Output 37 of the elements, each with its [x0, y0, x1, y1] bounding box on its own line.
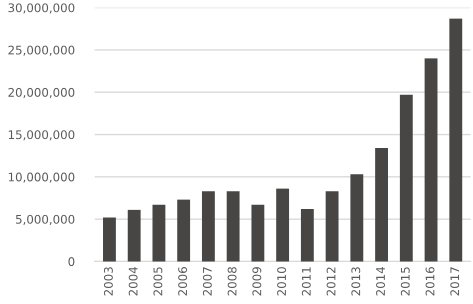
bar — [350, 174, 364, 262]
y-tick-label: 10,000,000 — [8, 172, 74, 183]
bar — [300, 208, 314, 262]
y-tick-label: 25,000,000 — [8, 46, 74, 56]
bar — [226, 191, 240, 262]
y-tick-label: 30,000,000 — [8, 3, 74, 14]
bar — [375, 148, 388, 262]
y-tick-label: 5,000,000 — [16, 214, 74, 225]
bar — [326, 191, 339, 262]
bar — [449, 18, 462, 262]
bar — [103, 217, 116, 262]
x-tick-label: 2008 — [228, 267, 237, 296]
bar — [276, 188, 290, 262]
bar — [152, 204, 166, 262]
x-tick-label: 2003 — [104, 267, 113, 296]
x-tick-label: 2011 — [302, 267, 311, 296]
x-tick-label: 2007 — [202, 267, 212, 296]
bar — [202, 191, 215, 262]
y-tick-label: 20,000,000 — [8, 88, 74, 98]
x-tick-label: 2004 — [128, 266, 138, 296]
x-tick-label: 2014 — [376, 266, 385, 296]
bar — [177, 200, 190, 262]
x-tick-label: 2015 — [400, 267, 410, 296]
x-tick-label: 2009 — [252, 267, 262, 296]
bar — [128, 210, 141, 262]
bar — [251, 204, 264, 262]
bar — [424, 58, 438, 262]
x-tick-label: 2012 — [326, 267, 336, 296]
x-tick-label: 2013 — [351, 267, 360, 296]
x-tick-label: 2005 — [153, 267, 162, 296]
y-tick-label: 0 — [68, 257, 74, 266]
bar — [400, 94, 413, 262]
y-tick-label: 15,000,000 — [8, 130, 74, 140]
x-tick-label: 2017 — [450, 267, 460, 296]
x-tick-label: 2016 — [426, 267, 434, 296]
x-tick-label: 2010 — [277, 267, 286, 296]
x-tick-label: 2006 — [178, 267, 188, 296]
